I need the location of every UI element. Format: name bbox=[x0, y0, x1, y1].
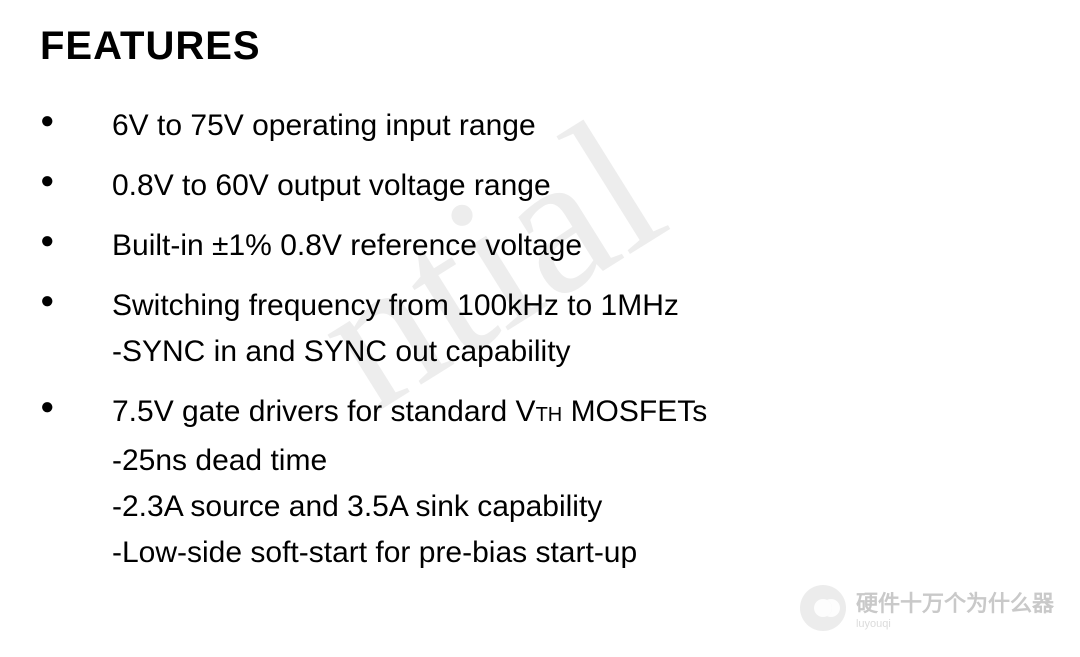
page: ntial FEATURES ● 6V to 75V operating inp… bbox=[0, 0, 1080, 657]
item-text-pre: 7.5V gate drivers for standard V bbox=[112, 395, 536, 428]
item-text: 6V to 75V operating input range bbox=[112, 109, 536, 142]
item-body: 6V to 75V operating input range bbox=[112, 103, 1040, 149]
item-text: 0.8V to 60V output voltage range bbox=[112, 169, 551, 202]
list-item: ● 0.8V to 60V output voltage range bbox=[40, 163, 1040, 209]
item-subline: -Low-side soft-start for pre-bias start-… bbox=[112, 530, 1040, 576]
bullet-icon: ● bbox=[40, 283, 112, 319]
bullet-icon: ● bbox=[40, 389, 112, 425]
item-body: 0.8V to 60V output voltage range bbox=[112, 163, 1040, 209]
list-item: ● Built-in ±1% 0.8V reference voltage bbox=[40, 223, 1040, 269]
item-subline: -25ns dead time bbox=[112, 438, 1040, 484]
brand-stamp: 硬件十万个为什么器 luyouqi bbox=[800, 585, 1054, 631]
item-text-post: MOSFETs bbox=[562, 395, 707, 428]
item-text: Switching frequency from 100kHz to 1MHz bbox=[112, 289, 679, 322]
bullet-icon: ● bbox=[40, 223, 112, 259]
brand-logo-inner bbox=[814, 599, 832, 617]
bullet-icon: ● bbox=[40, 163, 112, 199]
list-item: ● Switching frequency from 100kHz to 1MH… bbox=[40, 283, 1040, 375]
bullet-icon: ● bbox=[40, 103, 112, 139]
item-subline: -SYNC in and SYNC out capability bbox=[112, 329, 1040, 375]
brand-logo-icon bbox=[800, 585, 846, 631]
features-list: ● 6V to 75V operating input range ● 0.8V… bbox=[40, 103, 1040, 576]
features-heading: FEATURES bbox=[40, 24, 1040, 69]
list-item: ● 7.5V gate drivers for standard VTH MOS… bbox=[40, 389, 1040, 576]
brand-text: 硬件十万个为什么器 luyouqi bbox=[856, 586, 1054, 630]
list-item: ● 6V to 75V operating input range bbox=[40, 103, 1040, 149]
brand-name: 硬件十万个为什么器 bbox=[856, 586, 1054, 618]
brand-sub: luyouqi bbox=[856, 618, 1054, 630]
item-body: Switching frequency from 100kHz to 1MHz … bbox=[112, 283, 1040, 375]
item-body: Built-in ±1% 0.8V reference voltage bbox=[112, 223, 1040, 269]
item-text: Built-in ±1% 0.8V reference voltage bbox=[112, 229, 582, 262]
item-body: 7.5V gate drivers for standard VTH MOSFE… bbox=[112, 389, 1040, 576]
item-text-subscript: TH bbox=[536, 404, 563, 426]
item-subline: -2.3A source and 3.5A sink capability bbox=[112, 484, 1040, 530]
